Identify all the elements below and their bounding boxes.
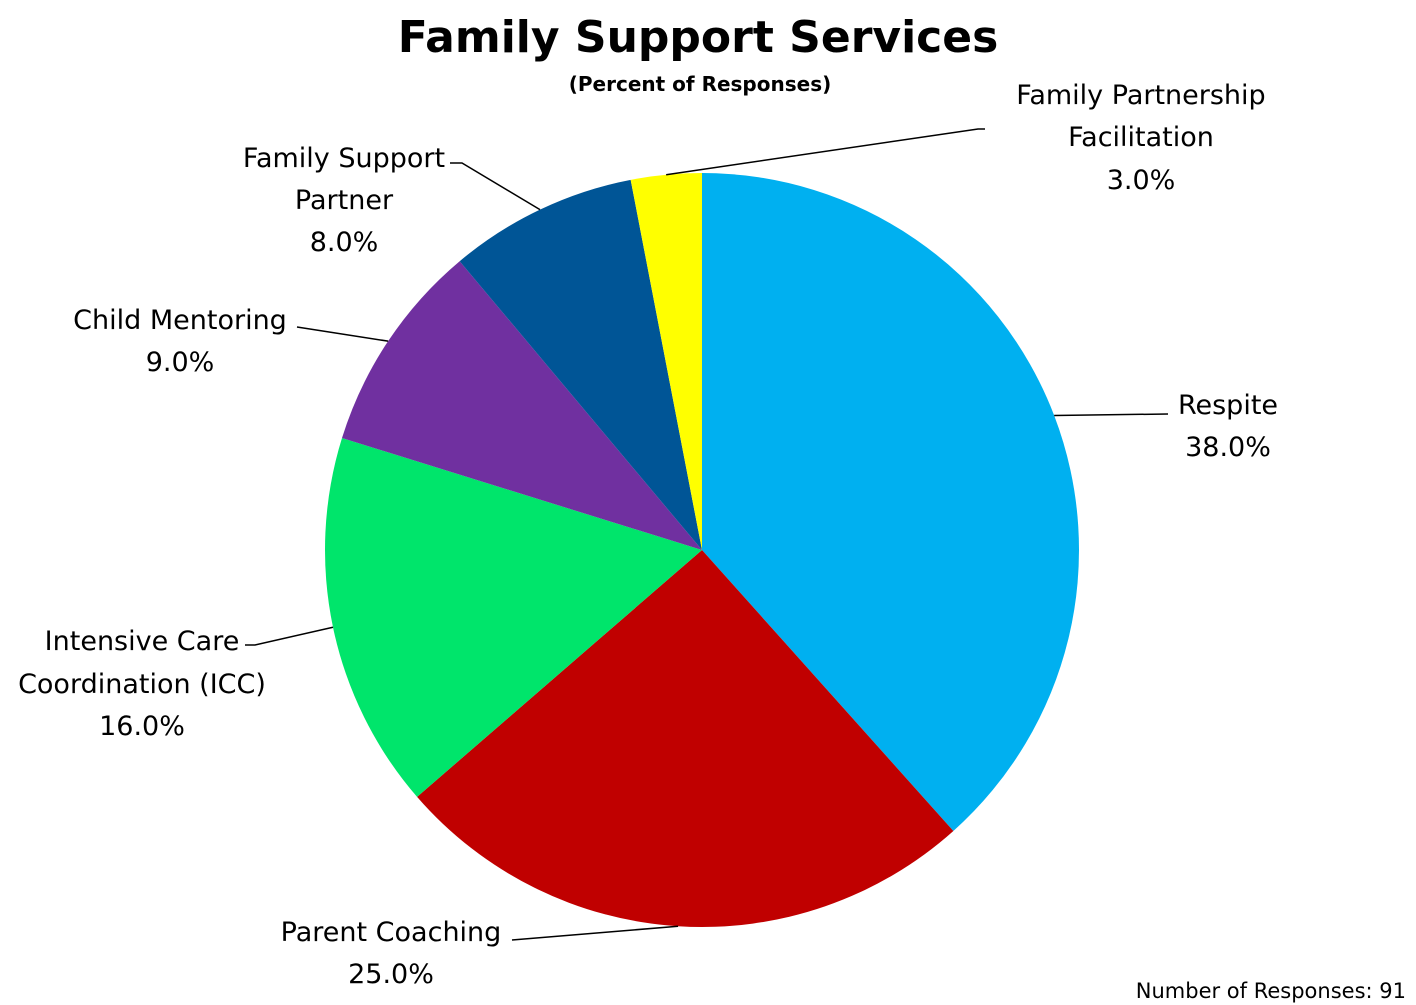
slice-percent-label: 16.0% — [99, 711, 185, 742]
pie-slice-intensive-care-coordination-icc — [325, 438, 702, 797]
slice-label: Respite — [1178, 390, 1278, 421]
slice-label: Coordination (ICC) — [18, 669, 266, 700]
chart-subtitle: (Percent of Responses) — [569, 72, 832, 96]
slice-percent-label: 38.0% — [1185, 432, 1271, 463]
leader-lines — [245, 128, 1169, 941]
leader-line — [296, 326, 389, 342]
pie-slice-family-partnership-facilitation — [630, 173, 702, 550]
slice-label: Facilitation — [1068, 122, 1214, 153]
slice-label: Family Support — [243, 143, 445, 174]
pie-slice-child-mentoring — [342, 261, 702, 550]
leader-line — [450, 162, 541, 211]
slice-percent-label: 25.0% — [348, 959, 434, 990]
slice-percent-label: 3.0% — [1107, 165, 1176, 196]
slice-percent-label: 8.0% — [310, 227, 379, 258]
slice-labels: Respite 38.0% Parent Coaching 25.0% Intensiv… — [18, 80, 1278, 990]
slice-label: Intensive Care — [45, 626, 240, 657]
leader-line — [1054, 413, 1169, 417]
pie-slices — [325, 173, 1079, 927]
pie-slice-parent-coaching — [417, 550, 954, 927]
slice-label: Family Partnership — [1016, 80, 1265, 111]
pie-slice-respite — [702, 173, 1079, 831]
leader-line — [666, 128, 985, 176]
leader-line — [511, 925, 679, 941]
slice-percent-label: 9.0% — [146, 347, 215, 378]
leader-line — [245, 626, 334, 646]
slice-label: Child Mentoring — [73, 305, 287, 336]
responses-count-note: Number of Responses: 91 — [1136, 979, 1406, 1003]
slice-label: Partner — [295, 185, 394, 216]
chart-title: Family Support Services — [398, 12, 999, 63]
slice-label: Parent Coaching — [281, 917, 502, 948]
pie-slice-family-support-partner — [459, 179, 702, 551]
